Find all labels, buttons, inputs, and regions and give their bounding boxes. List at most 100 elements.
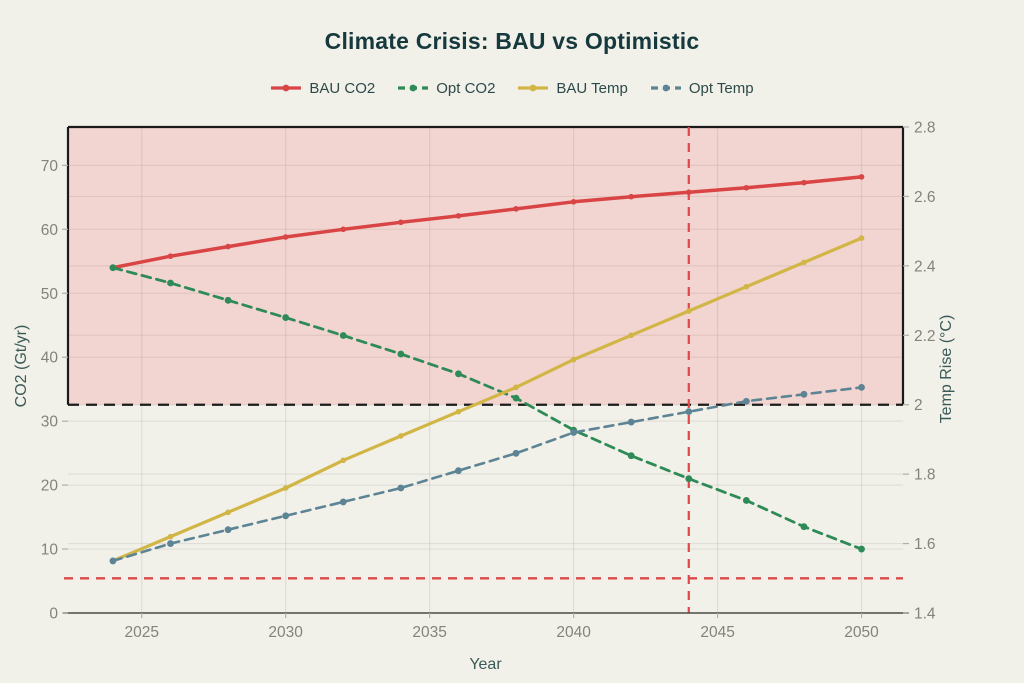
- series-marker-opt-temp: [339, 498, 347, 506]
- series-marker-bau-temp: [455, 408, 462, 415]
- danger-zone-rect: [68, 127, 903, 405]
- series-marker-opt-temp: [627, 418, 635, 426]
- series-marker-opt-co2: [858, 545, 865, 553]
- x-tick-label: 2040: [556, 624, 591, 641]
- series-marker-bau-temp: [225, 509, 231, 516]
- series-marker-bau-temp: [685, 308, 692, 314]
- series-marker-opt-co2: [282, 314, 290, 321]
- legend-label: BAU Temp: [556, 79, 628, 97]
- series-line-bau-co2: [111, 175, 864, 270]
- series-marker-opt-temp: [512, 449, 520, 457]
- series-marker-bau-co2: [398, 219, 404, 226]
- y-left-tick-label: 70: [41, 158, 59, 175]
- y-right-tick-label: 2.2: [914, 328, 936, 345]
- series-marker-bau-co2: [858, 174, 865, 180]
- x-tick-label: 2050: [844, 624, 879, 641]
- series-marker-bau-temp: [628, 332, 634, 339]
- series-marker-bau-temp: [801, 259, 807, 266]
- series-marker-bau-co2: [628, 193, 634, 200]
- y-left-tick-label: 60: [41, 222, 59, 239]
- series-marker-bau-co2: [801, 179, 807, 186]
- x-tick-label: 2030: [268, 624, 303, 641]
- series-marker-bau-temp: [340, 457, 347, 464]
- series-marker-bau-co2: [685, 189, 692, 196]
- series-bau-co2: [110, 174, 865, 271]
- series-marker-bau-temp: [743, 283, 750, 290]
- series-marker-bau-temp: [858, 235, 865, 241]
- series-marker-opt-temp: [167, 540, 174, 547]
- legend-item-bau-temp[interactable]: BAU Temp: [517, 79, 628, 97]
- y-right-tick-label: 2.6: [914, 189, 936, 206]
- series-marker-bau-co2: [282, 234, 289, 240]
- legend-swatch-bau-temp: [518, 84, 549, 92]
- x-tick-label: 2035: [412, 624, 446, 641]
- chart-title: Climate Crisis: BAU vs Optimistic: [324, 28, 700, 54]
- y-right-tick-label: 2: [914, 397, 923, 414]
- y-axis-left: 0 10 20 30 40 50 60 70: [41, 158, 68, 623]
- y-right-tick-label: 2.4: [914, 258, 936, 275]
- legend-item-opt-temp[interactable]: Opt Temp: [650, 80, 754, 97]
- series-marker-bau-co2: [225, 243, 231, 250]
- series-marker-bau-co2: [513, 206, 519, 212]
- legend-marker: [662, 84, 670, 92]
- series-opt-co2: [109, 264, 865, 553]
- series-marker-opt-temp: [570, 429, 578, 436]
- legend-swatch-opt-temp: [650, 84, 681, 92]
- series-marker-bau-co2: [570, 199, 577, 205]
- series-marker-opt-co2: [685, 475, 693, 483]
- legend: BAU CO2 Opt CO2 BAU Temp Opt Temp: [0, 78, 1024, 98]
- series-marker-bau-co2: [455, 213, 462, 219]
- series-marker-opt-co2: [800, 523, 808, 531]
- y-right-tick-label: 1.4: [914, 606, 936, 623]
- legend-label: Opt Temp: [688, 79, 754, 97]
- series-marker-bau-co2: [340, 226, 347, 233]
- series-marker-opt-temp: [397, 484, 405, 492]
- series-line-opt-temp: [111, 386, 863, 563]
- y-right-tick-label: 2.8: [914, 120, 936, 137]
- series-marker-opt-temp: [282, 512, 290, 520]
- series-marker-opt-temp: [800, 390, 808, 398]
- series-marker-opt-co2: [455, 370, 462, 378]
- x-axis: 2025 2030 2035 2040 2045 2050: [63, 612, 909, 641]
- series-marker-bau-temp: [398, 433, 404, 439]
- y-right-tick-label: 1.6: [914, 536, 936, 553]
- y-left-tick-label: 20: [41, 478, 59, 495]
- y-right-tick-label: 1.8: [914, 467, 936, 484]
- series-bau-temp: [110, 235, 865, 564]
- series-marker-opt-temp: [109, 557, 117, 565]
- series-marker-opt-temp: [685, 408, 693, 416]
- legend-marker: [530, 84, 537, 92]
- legend-marker: [409, 84, 417, 92]
- legend-item-opt-co2[interactable]: Opt CO2: [397, 80, 495, 97]
- series-line-bau-temp: [111, 236, 864, 563]
- series-marker-bau-temp: [167, 533, 174, 540]
- legend-item-bau-co2[interactable]: BAU CO2: [270, 80, 375, 97]
- series-marker-opt-co2: [742, 497, 750, 504]
- series-opt-temp: [109, 383, 865, 565]
- series-marker-opt-co2: [167, 279, 174, 287]
- danger-zone: [68, 127, 903, 405]
- series-marker-bau-temp: [513, 384, 519, 391]
- series-line-opt-co2: [111, 266, 863, 551]
- x-tick-label: 2045: [700, 624, 734, 641]
- series-marker-opt-co2: [109, 264, 117, 272]
- y-left-tick-label: 50: [41, 286, 59, 303]
- legend-swatch-opt-co2: [398, 84, 429, 92]
- y-axis-title-left: CO2 (Gt/yr): [13, 324, 30, 408]
- legend-label: BAU CO2: [309, 79, 376, 97]
- series-marker-opt-temp: [742, 397, 750, 405]
- y-left-tick-label: 30: [41, 414, 59, 431]
- series-marker-opt-co2: [627, 452, 635, 460]
- x-tick-label: 2025: [124, 624, 158, 641]
- series-marker-opt-co2: [512, 394, 520, 402]
- y-left-tick-label: 10: [41, 542, 59, 559]
- series-marker-bau-co2: [743, 184, 750, 191]
- y-axis-right: 1.4 1.6 1.8 2 2.2 2.4 2.6 2.8: [903, 120, 936, 623]
- x-axis-title: Year: [469, 656, 502, 673]
- y-axis-title-right: Temp Rise (°C): [938, 314, 955, 424]
- series-marker-bau-temp: [282, 485, 289, 491]
- legend-marker: [282, 84, 290, 92]
- series-marker-bau-co2: [167, 253, 174, 259]
- series-marker-opt-co2: [339, 332, 347, 339]
